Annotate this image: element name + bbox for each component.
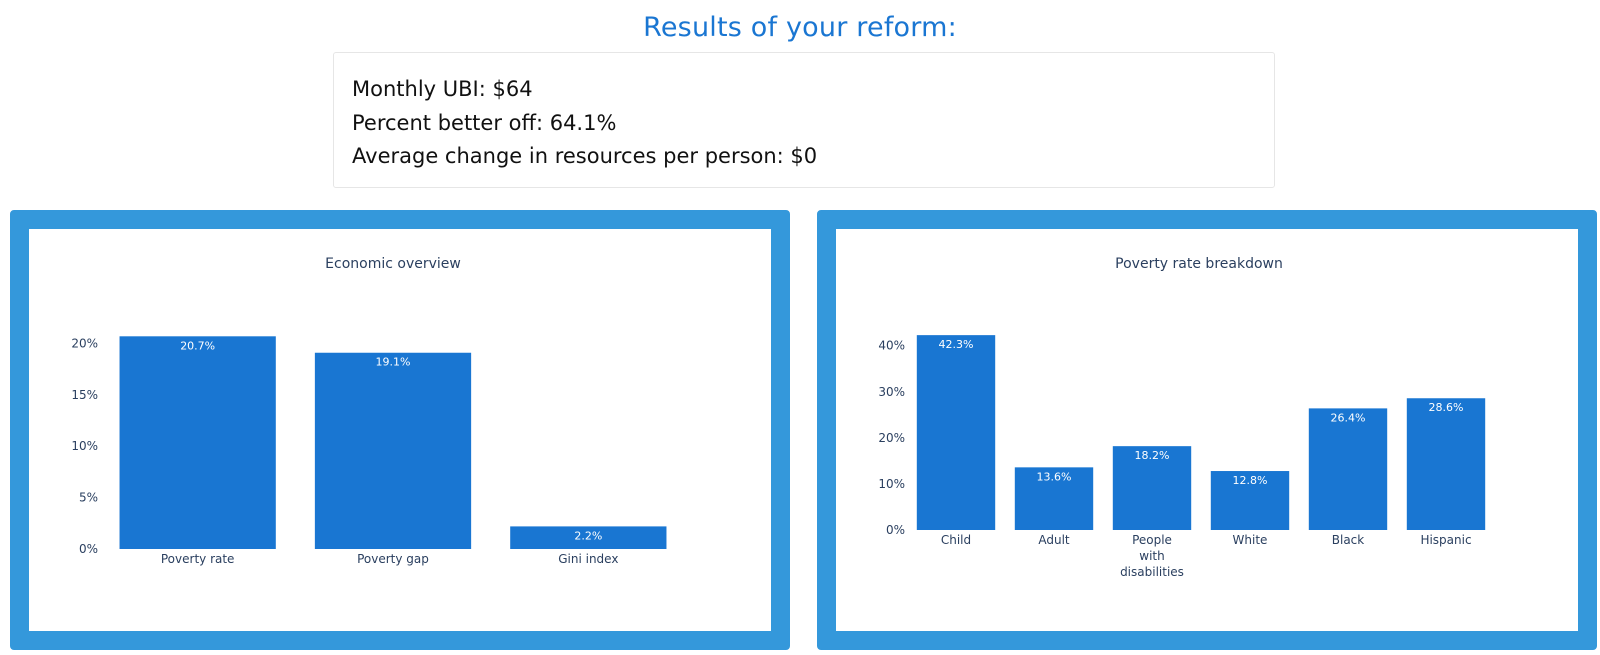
- poverty-breakdown-chart: Poverty rate breakdown 0% 10% 20% 30% 40% 42.3…: [878, 256, 1486, 579]
- y-tick-label: 0%: [886, 523, 905, 537]
- average-change-text: Average change in resources per person: …: [352, 144, 818, 168]
- bar-black: [1308, 408, 1388, 530]
- percent-better-off-text: Percent better off: 64.1%: [352, 110, 617, 135]
- x-tick-label: Black: [1332, 533, 1365, 547]
- y-tick-label: 40%: [878, 339, 905, 353]
- x-tick-label: People with disabilities: [1120, 533, 1184, 579]
- y-tick-label: 30%: [878, 385, 905, 399]
- chart-title: Poverty rate breakdown: [1115, 256, 1283, 272]
- bar-white: [1210, 471, 1290, 530]
- data-label: 18.2%: [1135, 449, 1170, 462]
- economic-overview-chart: Economic overview 0% 5% 10% 15% 20% 20.7% Pover…: [71, 256, 667, 566]
- x-tick-label: Child: [941, 533, 971, 547]
- x-tick-label: Gini index: [558, 552, 618, 566]
- x-tick-label-line: Hispanic: [1420, 533, 1471, 547]
- data-label: 12.8%: [1233, 474, 1268, 487]
- economic-overview-panel: Economic overview 0% 5% 10% 15% 20% 20.7% Pover…: [10, 210, 790, 650]
- x-tick-label-line: Poverty rate: [161, 552, 235, 566]
- x-tick-label-line: with: [1139, 549, 1164, 563]
- x-tick-label-line: Black: [1332, 533, 1365, 547]
- results-title: Results of your reform:: [643, 12, 957, 43]
- y-tick-label: 20%: [878, 431, 905, 445]
- x-tick-label: Poverty rate: [161, 552, 235, 566]
- x-tick-label-line: Adult: [1038, 533, 1070, 547]
- x-tick-label: Adult: [1038, 533, 1070, 547]
- data-label: 20.7%: [180, 339, 215, 352]
- x-tick-label: White: [1233, 533, 1268, 547]
- data-label: 42.3%: [939, 338, 974, 351]
- y-tick-label: 10%: [878, 477, 905, 491]
- bar-people-with-disabilities: [1112, 446, 1192, 530]
- bar-gini-index: [510, 526, 667, 549]
- poverty-breakdown-panel: Poverty rate breakdown 0% 10% 20% 30% 40% 42.3…: [817, 210, 1597, 650]
- data-label: 19.1%: [376, 356, 411, 369]
- chart-title: Economic overview: [325, 256, 461, 272]
- summary-box: Monthly UBI: $64 Percent better off: 64.…: [333, 52, 1275, 188]
- x-tick-label-line: People: [1132, 533, 1172, 547]
- y-tick-label: 20%: [71, 336, 98, 350]
- y-tick-label: 15%: [71, 388, 98, 402]
- bar-child: [916, 335, 996, 530]
- data-label: 2.2%: [574, 529, 602, 542]
- bar-poverty-rate: [119, 336, 276, 549]
- y-tick-label: 10%: [71, 439, 98, 453]
- y-tick-label: 5%: [79, 491, 98, 505]
- data-label: 13.6%: [1037, 470, 1072, 483]
- x-tick-label: Hispanic: [1420, 533, 1471, 547]
- x-tick-label-line: disabilities: [1120, 565, 1184, 579]
- data-label: 28.6%: [1429, 401, 1464, 414]
- x-tick-label-line: Poverty gap: [357, 552, 429, 566]
- x-tick-label: Poverty gap: [357, 552, 429, 566]
- x-tick-label-line: Child: [941, 533, 971, 547]
- bar-poverty-gap: [314, 352, 472, 549]
- y-tick-label: 0%: [79, 542, 98, 556]
- bar-adult: [1014, 467, 1094, 530]
- x-tick-label-line: Gini index: [558, 552, 618, 566]
- x-tick-label-line: White: [1233, 533, 1268, 547]
- data-label: 26.4%: [1331, 411, 1366, 424]
- monthly-ubi-text: Monthly UBI: $64: [352, 77, 533, 101]
- bar-hispanic: [1406, 398, 1486, 530]
